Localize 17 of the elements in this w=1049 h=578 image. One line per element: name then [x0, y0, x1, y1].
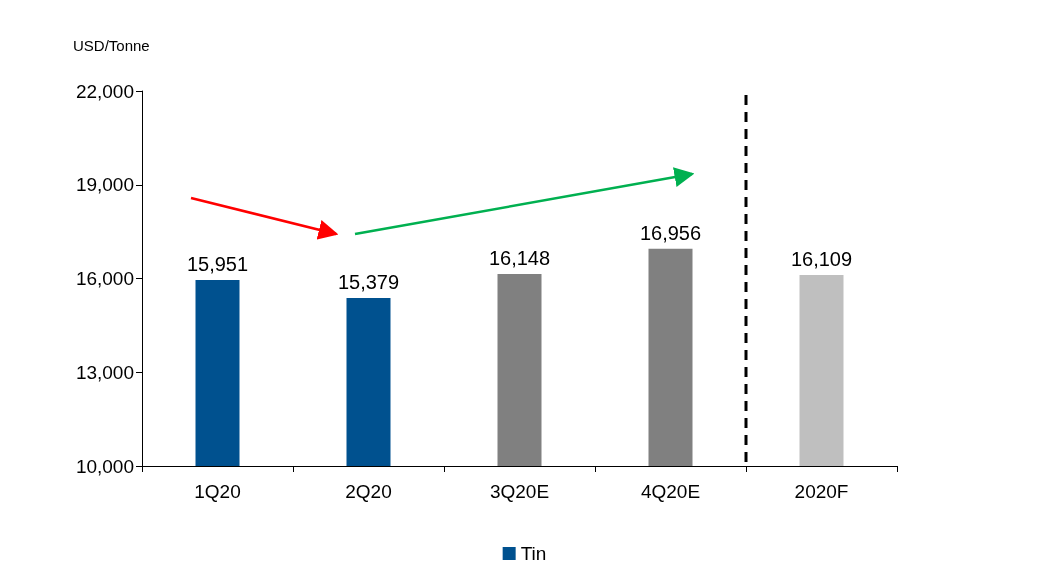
x-tick-label: 3Q20E — [489, 481, 550, 502]
data-label: 16,148 — [488, 246, 551, 269]
legend-label: Tin — [520, 543, 547, 564]
x-tick-label: 2020F — [794, 481, 849, 502]
data-label: 16,956 — [639, 221, 702, 244]
data-label: 16,109 — [790, 248, 853, 271]
x-tick-label: 2Q20 — [345, 481, 392, 502]
x-tick-label: 4Q20E — [640, 481, 701, 502]
y-tick-label: 19,000 — [75, 174, 134, 196]
y-tick-label: 16,000 — [75, 268, 134, 289]
y-axis-title: USD/Tonne — [73, 37, 150, 54]
data-label: 15,379 — [337, 270, 400, 293]
y-tick-label: 10,000 — [75, 455, 134, 477]
x-tick-label: 1Q20 — [194, 481, 241, 502]
data-label: 15,951 — [186, 253, 249, 276]
y-tick-label: 13,000 — [75, 361, 134, 383]
y-tick-label: 22,000 — [75, 80, 134, 102]
